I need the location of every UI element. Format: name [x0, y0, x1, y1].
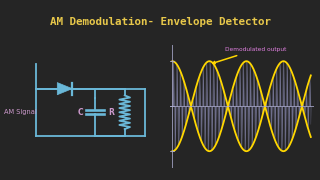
- Polygon shape: [57, 83, 72, 95]
- Text: AM Demodulation- Envelope Detector: AM Demodulation- Envelope Detector: [50, 17, 270, 27]
- Text: AM Signal: AM Signal: [4, 109, 37, 115]
- Text: Demodulated output: Demodulated output: [213, 47, 287, 64]
- Text: C: C: [78, 108, 84, 117]
- Text: R: R: [108, 108, 114, 117]
